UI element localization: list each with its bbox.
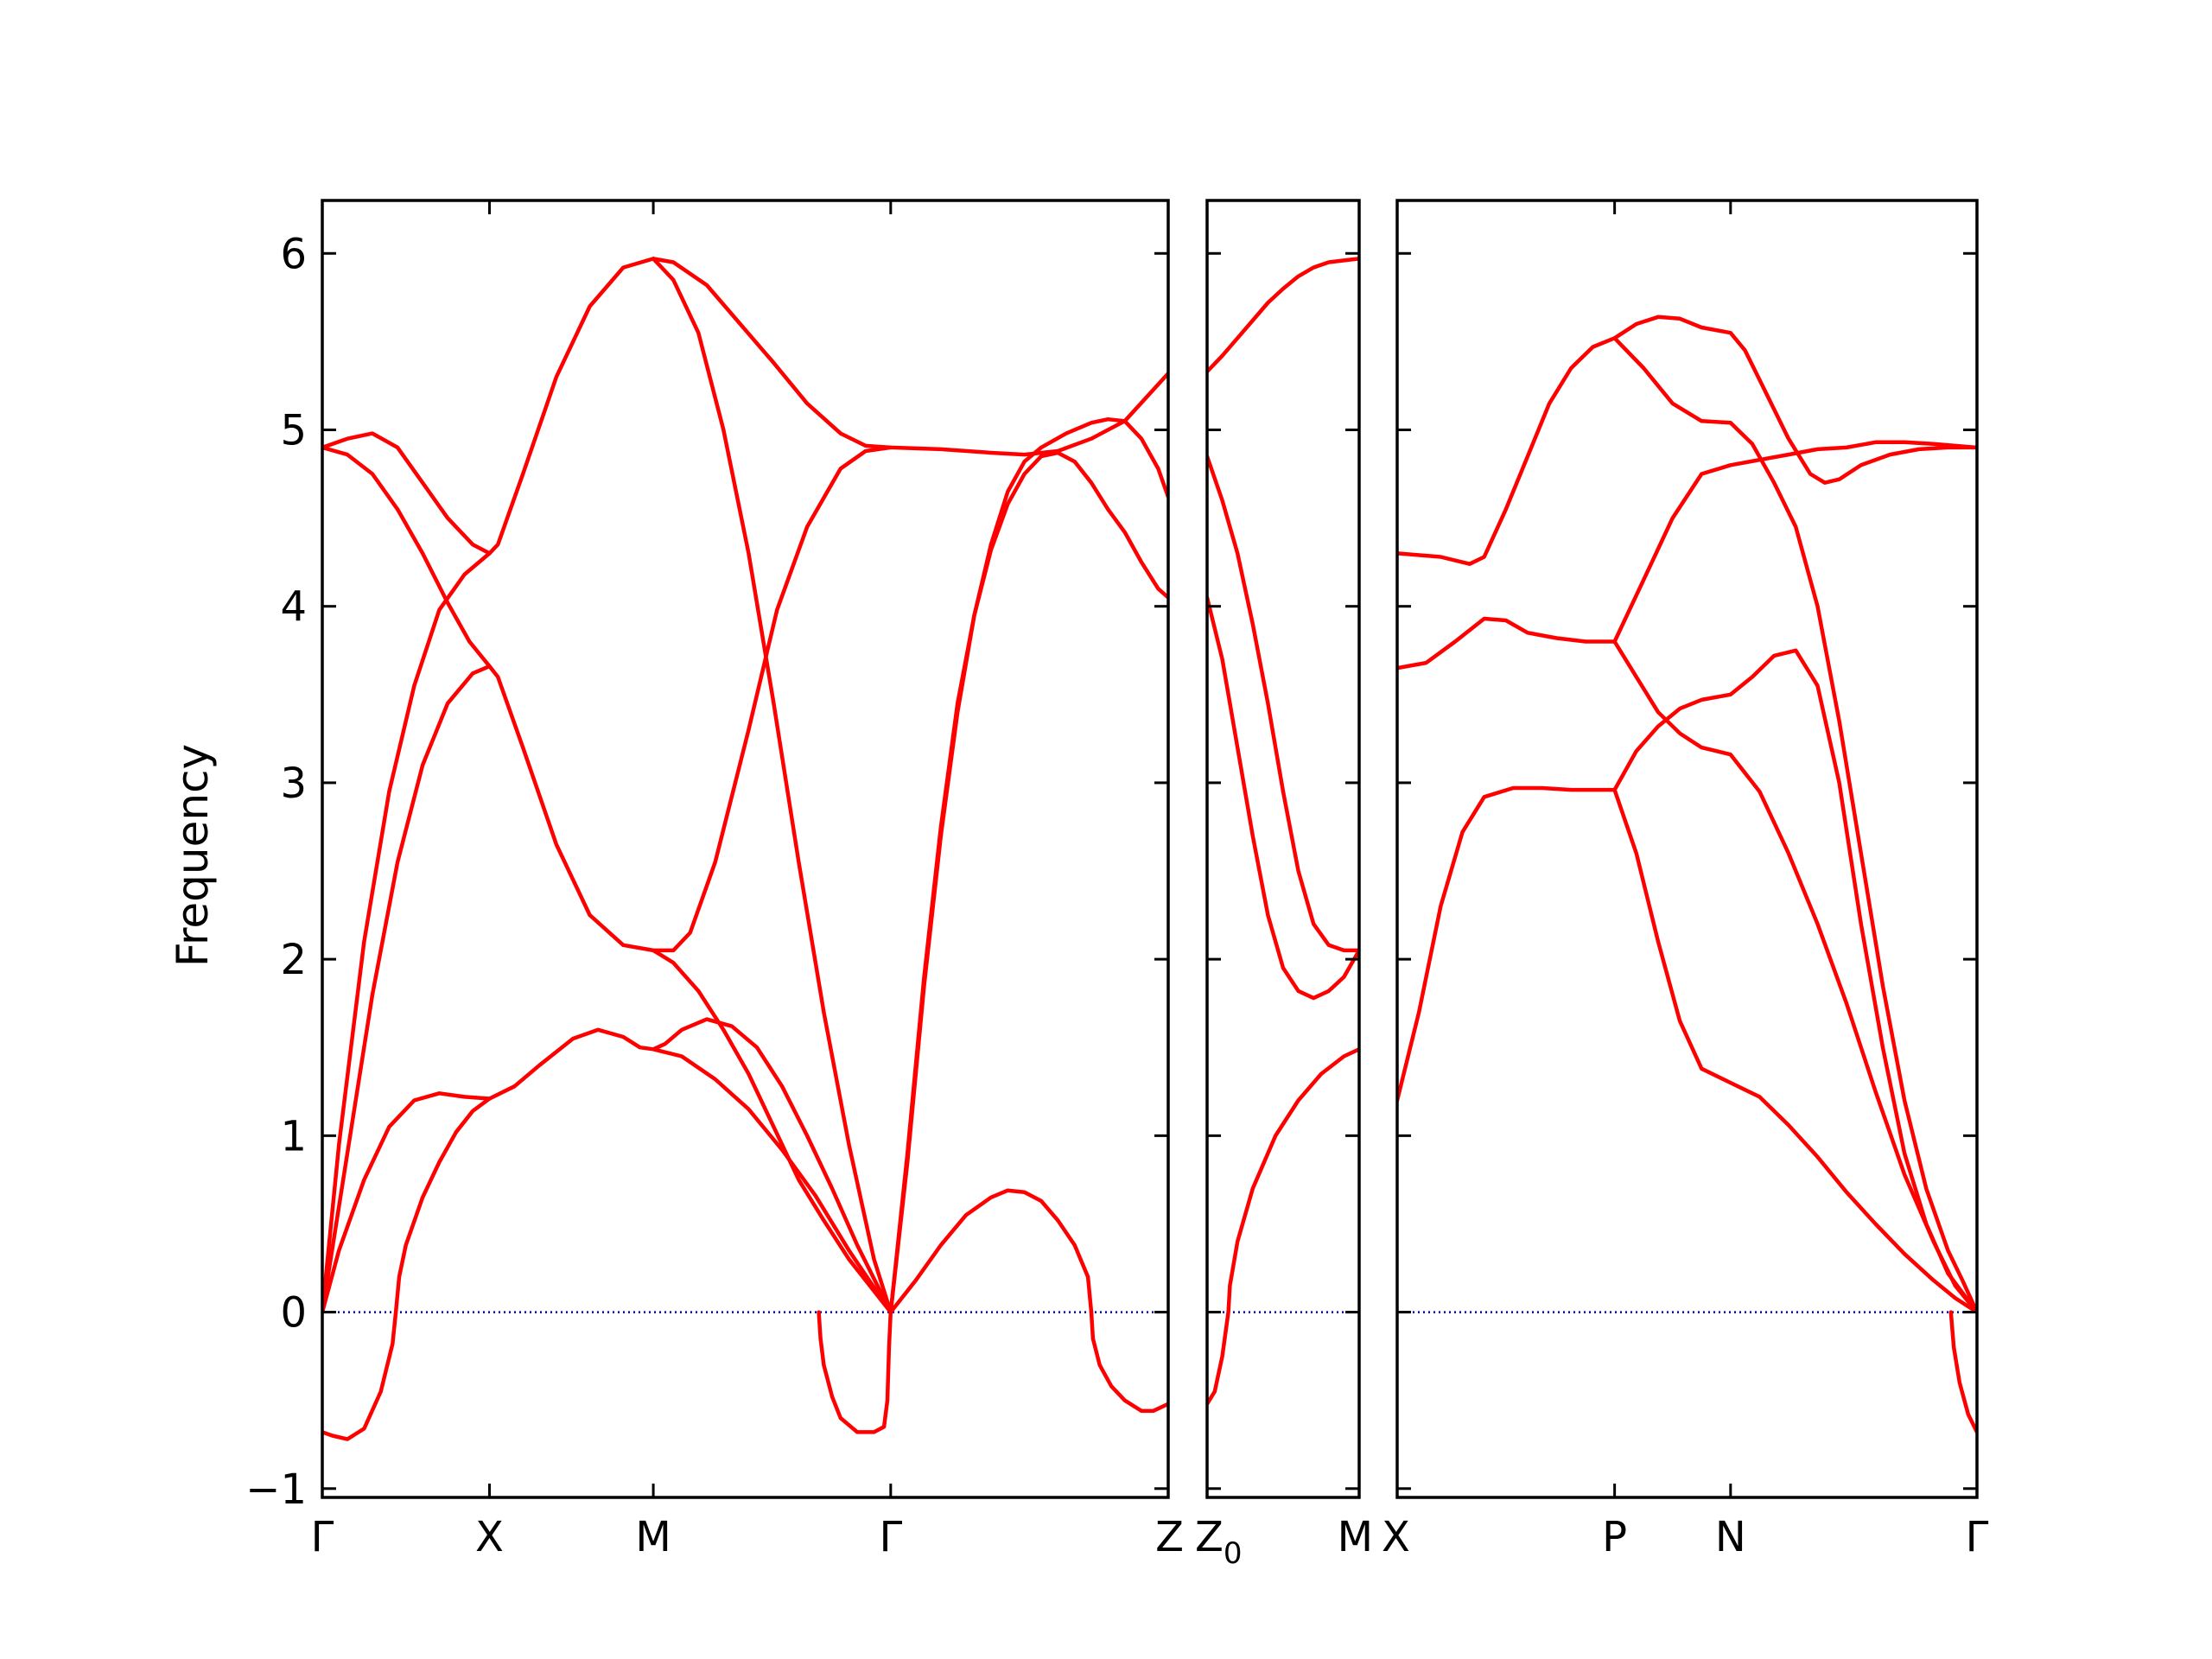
y-tick-label: 2 <box>280 936 307 984</box>
y-tick-label: 6 <box>280 230 307 278</box>
band-line-3 <box>1397 440 1977 671</box>
panel-1: −1 0 1 2 3 4 5 6 Γ X M Γ Z <box>245 199 1184 1561</box>
panel-frame <box>321 199 1170 1499</box>
band-line-2 <box>1612 336 1977 1314</box>
x-tick-label: X <box>1382 1513 1410 1561</box>
x-tick-label: X <box>475 1513 504 1561</box>
panel-frame <box>1395 199 1979 1499</box>
x-tick-label: M <box>1338 1513 1373 1561</box>
x-tick-label: Γ <box>311 1513 334 1561</box>
band-line-1 <box>1207 257 1359 374</box>
band-line-1 <box>322 257 1168 556</box>
y-tick-label: 3 <box>280 760 307 808</box>
band-line-14 <box>888 450 1168 1314</box>
band-line-8 <box>651 257 893 1314</box>
x-tick-label: N <box>1715 1513 1746 1561</box>
band-line-3 <box>322 551 492 1314</box>
band-line-2 <box>1207 454 1359 953</box>
band-line-3 <box>1207 595 1359 1001</box>
band-line-4 <box>322 664 492 1314</box>
x-tick-label: Z <box>1155 1513 1184 1561</box>
panel-2: Z0 M <box>1195 199 1373 1571</box>
band-line-4 <box>1207 1047 1359 1407</box>
band-series-group <box>1397 315 1977 1434</box>
band-line-5 <box>322 1017 893 1314</box>
x-tick-label: Γ <box>879 1513 902 1561</box>
band-line-6 <box>651 948 893 1314</box>
y-tick-label: 0 <box>280 1289 307 1338</box>
panel-frame <box>1205 199 1361 1499</box>
band-line-7 <box>651 1047 893 1314</box>
x-tick-label: Z0 <box>1195 1513 1243 1571</box>
y-tick-label: 1 <box>280 1112 307 1160</box>
x-tick-label: M <box>635 1513 671 1561</box>
band-line-6 <box>1397 785 1977 1314</box>
band-line-10 <box>817 1310 893 1434</box>
x-tick-label: P <box>1602 1513 1627 1561</box>
y-tick-label: 4 <box>280 583 307 632</box>
x-tick-label: Γ <box>1966 1513 1989 1561</box>
band-series-group <box>1207 257 1359 1407</box>
band-line-7 <box>1948 1310 1977 1434</box>
band-line-2 <box>322 445 893 953</box>
band-line-12 <box>1089 1310 1168 1414</box>
y-axis-label: Frequency <box>168 744 218 967</box>
y-tick-label: −1 <box>245 1465 307 1514</box>
band-line-1 <box>1397 315 1977 566</box>
band-line-11 <box>888 1188 1094 1314</box>
band-line-13 <box>888 416 1168 1314</box>
y-tick-label: 5 <box>280 406 307 454</box>
band-line-5 <box>1612 648 1977 1314</box>
band-line-9 <box>322 1096 492 1441</box>
band-series-group <box>322 257 1168 1441</box>
